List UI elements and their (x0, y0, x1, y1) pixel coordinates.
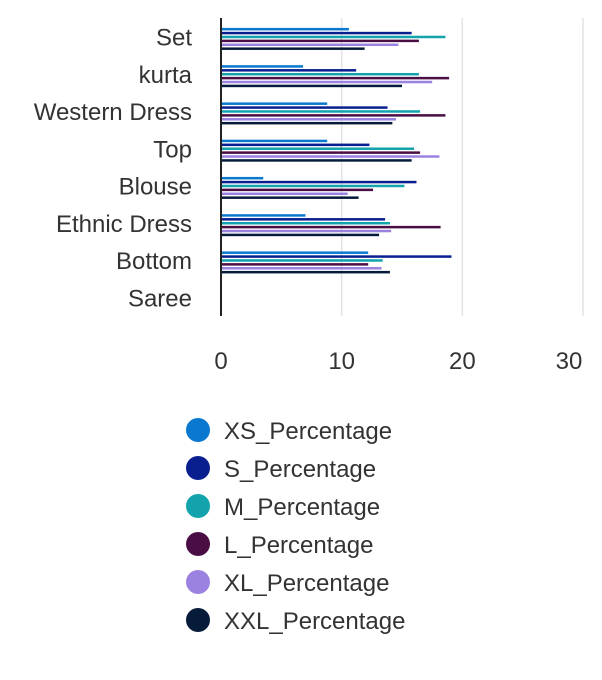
bar (221, 218, 386, 221)
legend-label: XS_Percentage (224, 418, 392, 445)
category-label: Ethnic Dress (56, 211, 192, 238)
legend-label: L_Percentage (224, 532, 373, 559)
legend-label: XL_Percentage (224, 570, 389, 597)
bar (221, 255, 452, 258)
bar (221, 180, 417, 184)
bar (221, 139, 328, 143)
bar (221, 84, 402, 88)
bar (221, 65, 304, 68)
category-label: Saree (128, 285, 192, 312)
bar (221, 270, 390, 274)
x-tick-label: 20 (449, 348, 476, 375)
bar (221, 184, 405, 188)
legend-marker (186, 456, 210, 480)
bar (221, 196, 359, 199)
bar (221, 263, 369, 266)
bar (221, 76, 450, 80)
category-label: Set (156, 25, 192, 52)
bar (221, 221, 390, 225)
bar (221, 47, 365, 50)
x-tick-label: 10 (328, 348, 355, 375)
bar (221, 102, 328, 105)
category-label: Top (153, 136, 192, 163)
x-tick-label: 0 (214, 348, 227, 375)
bar (221, 106, 388, 109)
bar (221, 35, 446, 39)
x-tick-labels: 0 10 20 30 (214, 348, 582, 375)
bar (221, 43, 399, 47)
bar (221, 72, 419, 76)
bar (221, 80, 433, 84)
legend: XS_Percentage S_Percentage M_Percentage L_P… (186, 418, 405, 635)
bar (221, 176, 264, 180)
category-label: Blouse (119, 174, 192, 201)
category-label: Western Dress (34, 99, 192, 126)
legend-label: XXL_Percentage (224, 608, 405, 635)
bar (221, 147, 415, 150)
legend-label: M_Percentage (224, 494, 380, 521)
bar (221, 110, 421, 113)
bar (221, 159, 412, 162)
bar (221, 121, 393, 125)
bar (221, 267, 382, 270)
legend-marker (186, 608, 210, 632)
legend-marker (186, 494, 210, 518)
bar (221, 188, 374, 192)
bar (221, 251, 369, 254)
legend-marker (186, 418, 210, 442)
gridlines (340, 18, 584, 316)
legend-marker (186, 570, 210, 594)
category-labels: Set kurta Western Dress Top Blouse Ethnic Dre… (34, 25, 193, 313)
bar (221, 114, 446, 117)
legend-label: S_Percentage (224, 456, 376, 483)
bar (221, 233, 380, 237)
bar (221, 151, 421, 154)
category-label: kurta (139, 62, 193, 89)
bars (221, 27, 452, 274)
bar (221, 31, 412, 35)
bar (221, 118, 396, 121)
bar (221, 192, 348, 196)
bar (221, 39, 419, 43)
x-tick-label: 30 (556, 348, 583, 375)
bar (221, 225, 441, 229)
bar (221, 259, 383, 262)
bar (221, 155, 440, 158)
bar (221, 214, 306, 217)
bar (221, 69, 357, 72)
category-label: Bottom (116, 248, 192, 275)
bar (221, 27, 349, 31)
bar (221, 143, 370, 147)
legend-marker (186, 532, 210, 556)
bar (221, 229, 392, 233)
